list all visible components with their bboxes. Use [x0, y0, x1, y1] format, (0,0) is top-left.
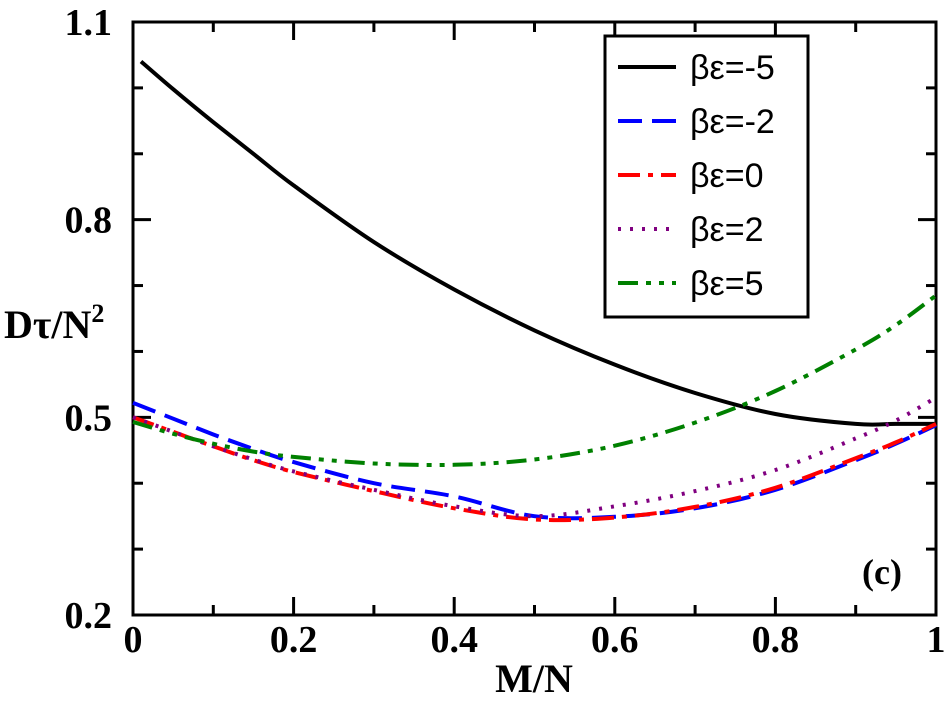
- x-tick-label: 0.2: [270, 619, 318, 661]
- series-layer: [132, 59, 938, 523]
- series-line: [132, 400, 937, 521]
- x-tick-label: 0.4: [430, 619, 478, 661]
- x-tick-label: 0: [124, 619, 143, 661]
- legend-label: βε=2: [690, 211, 763, 249]
- x-tick-label: 0.8: [752, 619, 800, 661]
- legend-label: βε=5: [690, 265, 763, 303]
- x-axis-title: M/N: [495, 656, 573, 701]
- x-tick-label: 0.6: [591, 619, 639, 661]
- series-line: [132, 395, 937, 519]
- x-tick-label: 1: [927, 619, 946, 661]
- legend-label: βε=-5: [690, 49, 775, 87]
- legend-items: βε=-5 βε=-2 βε=0 βε=2 βε=5: [618, 49, 775, 303]
- legend: βε=-5 βε=-2 βε=0 βε=2 βε=5: [603, 34, 810, 319]
- panel-label: (c): [862, 552, 902, 592]
- axis-ticks: [131, 20, 938, 617]
- y-axis-title-superscript: 2: [91, 299, 104, 328]
- plot-frame: [131, 20, 938, 617]
- series-line: [132, 415, 937, 523]
- y-axis-title-base: Dτ/N: [4, 302, 91, 347]
- series-line: [139, 59, 936, 427]
- legend-label: βε=-2: [690, 103, 775, 141]
- y-tick-label: 0.2: [65, 595, 113, 637]
- legend-box: [603, 34, 810, 319]
- y-tick-label: 1.1: [65, 2, 113, 44]
- axis-tick-labels: 0 0.2 0.4 0.6 0.8 1 0.2 0.5 0.8 1.1: [65, 2, 946, 661]
- y-axis-title: Dτ/N2: [4, 299, 104, 347]
- y-tick-label: 0.5: [65, 397, 113, 439]
- series-line: [132, 293, 938, 468]
- legend-label: βε=0: [690, 157, 763, 195]
- y-tick-label: 0.8: [65, 200, 113, 242]
